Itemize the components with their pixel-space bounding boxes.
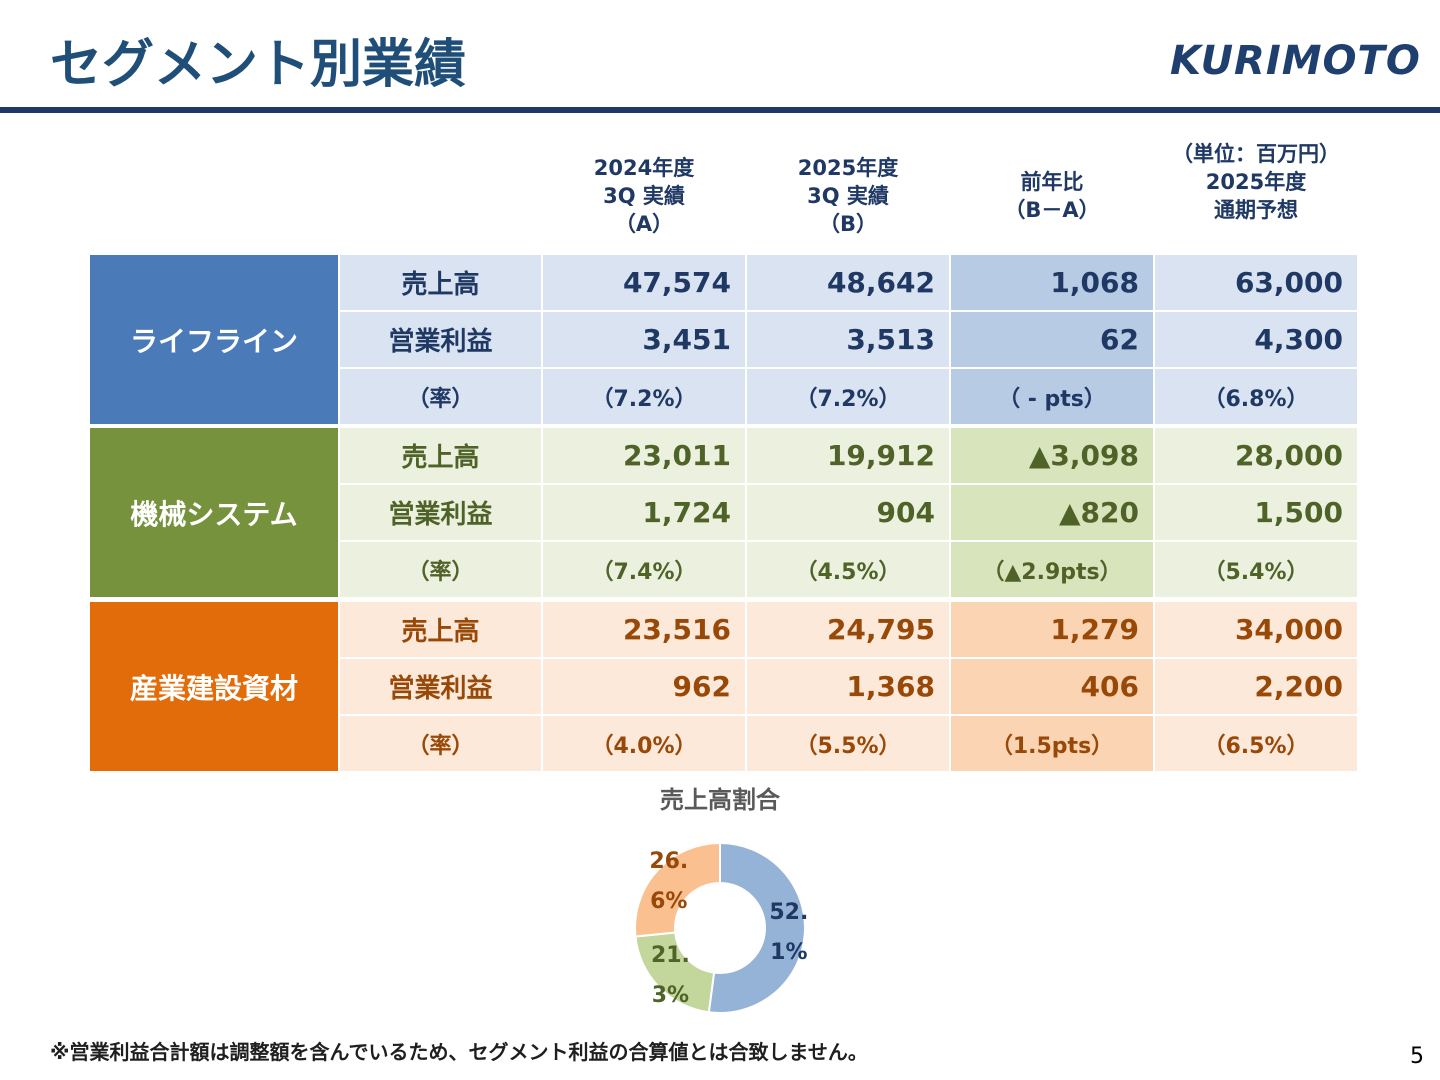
segment-name: 産業建設資材 bbox=[90, 602, 338, 771]
table-cell: （6.8%） bbox=[1155, 369, 1357, 424]
column-header-line: 3Q 実績 bbox=[603, 184, 685, 208]
table-cell: （5.5%） bbox=[747, 716, 949, 771]
table-cell: （ - pts） bbox=[951, 369, 1153, 424]
table-cell: 2,200 bbox=[1155, 659, 1357, 714]
column-header-line: 2024年度 bbox=[593, 156, 695, 180]
column-header: 2025年度 3Q 実績 （B） bbox=[747, 154, 949, 238]
title: セグメント別業績 bbox=[50, 35, 467, 95]
table-cell: （5.4%） bbox=[1155, 542, 1357, 597]
chart-title: 売上高割合 bbox=[660, 786, 781, 814]
page-number: 5 bbox=[1410, 1044, 1424, 1069]
table-cell: 24,795 bbox=[747, 602, 949, 657]
table-cell: ▲820 bbox=[951, 485, 1153, 540]
row-label: 営業利益 bbox=[340, 312, 541, 367]
column-header: 2025年度 通期予想 bbox=[1155, 168, 1357, 224]
title-rule bbox=[0, 107, 1440, 113]
column-header-line: 2025年度 bbox=[797, 156, 899, 180]
table-cell: （7.2%） bbox=[747, 369, 949, 424]
table-cell: （6.5%） bbox=[1155, 716, 1357, 771]
column-header: 2024年度 3Q 実績 （A） bbox=[543, 154, 745, 238]
table-cell: （▲2.9pts） bbox=[951, 542, 1153, 597]
donut-slice bbox=[707, 841, 806, 1014]
table-cell: 62 bbox=[951, 312, 1153, 367]
table-cell: 904 bbox=[747, 485, 949, 540]
table-cell: （4.0%） bbox=[543, 716, 745, 771]
column-header: 前年比 （B－A） bbox=[951, 168, 1153, 224]
table-cell: 1,724 bbox=[543, 485, 745, 540]
donut-slice bbox=[634, 841, 721, 938]
row-label: （率） bbox=[340, 369, 541, 424]
table-cell: 63,000 bbox=[1155, 255, 1357, 310]
table-cell: （7.2%） bbox=[543, 369, 745, 424]
column-header-line: （B） bbox=[818, 212, 877, 236]
row-label: 営業利益 bbox=[340, 659, 541, 714]
column-header-line: 前年比 bbox=[1020, 170, 1084, 194]
table-cell: 19,912 bbox=[747, 428, 949, 483]
column-header-line: （A） bbox=[614, 212, 674, 236]
data-label: 21.3% bbox=[650, 943, 690, 1009]
table-cell: 1,368 bbox=[747, 659, 949, 714]
data-label: 26.6% bbox=[649, 848, 689, 914]
table-cell: （4.5%） bbox=[747, 542, 949, 597]
row-label: （率） bbox=[340, 716, 541, 771]
table-cell: 4,300 bbox=[1155, 312, 1357, 367]
table-cell: 1,500 bbox=[1155, 485, 1357, 540]
table-cell: 406 bbox=[951, 659, 1153, 714]
table-cell: 34,000 bbox=[1155, 602, 1357, 657]
table-cell: 1,279 bbox=[951, 602, 1153, 657]
segment-name: 機械システム bbox=[90, 428, 338, 597]
row-label: 売上高 bbox=[340, 428, 541, 483]
table-cell: 48,642 bbox=[747, 255, 949, 310]
table-cell: 962 bbox=[543, 659, 745, 714]
column-header-line: （B－A） bbox=[1004, 198, 1100, 222]
data-label: 52.1% bbox=[769, 899, 809, 965]
table-cell: 47,574 bbox=[543, 255, 745, 310]
logo: KURIMOTO bbox=[1170, 38, 1421, 84]
footnote: ※営業利益合計額は調整額を含んでいるため、セグメント利益の合算値とは合致しません… bbox=[50, 1040, 868, 1064]
row-label: 営業利益 bbox=[340, 485, 541, 540]
table-cell: 23,011 bbox=[543, 428, 745, 483]
column-header-line: 通期予想 bbox=[1214, 198, 1298, 222]
column-header-line: 3Q 実績 bbox=[807, 184, 889, 208]
row-label: 売上高 bbox=[340, 602, 541, 657]
table-cell: （1.5pts） bbox=[951, 716, 1153, 771]
row-label: 売上高 bbox=[340, 255, 541, 310]
table-cell: （7.4%） bbox=[543, 542, 745, 597]
table-cell: ▲3,098 bbox=[951, 428, 1153, 483]
table-cell: 3,513 bbox=[747, 312, 949, 367]
table-cell: 23,516 bbox=[543, 602, 745, 657]
column-header-line: 2025年度 bbox=[1205, 170, 1307, 194]
donut-chart: 売上高割合 bbox=[634, 786, 806, 1014]
unit-label: （単位：百万円） bbox=[1172, 142, 1340, 166]
table-cell: 1,068 bbox=[951, 255, 1153, 310]
table-cell: 3,451 bbox=[543, 312, 745, 367]
table-cell: 28,000 bbox=[1155, 428, 1357, 483]
row-label: （率） bbox=[340, 542, 541, 597]
segment-name: ライフライン bbox=[90, 255, 338, 424]
